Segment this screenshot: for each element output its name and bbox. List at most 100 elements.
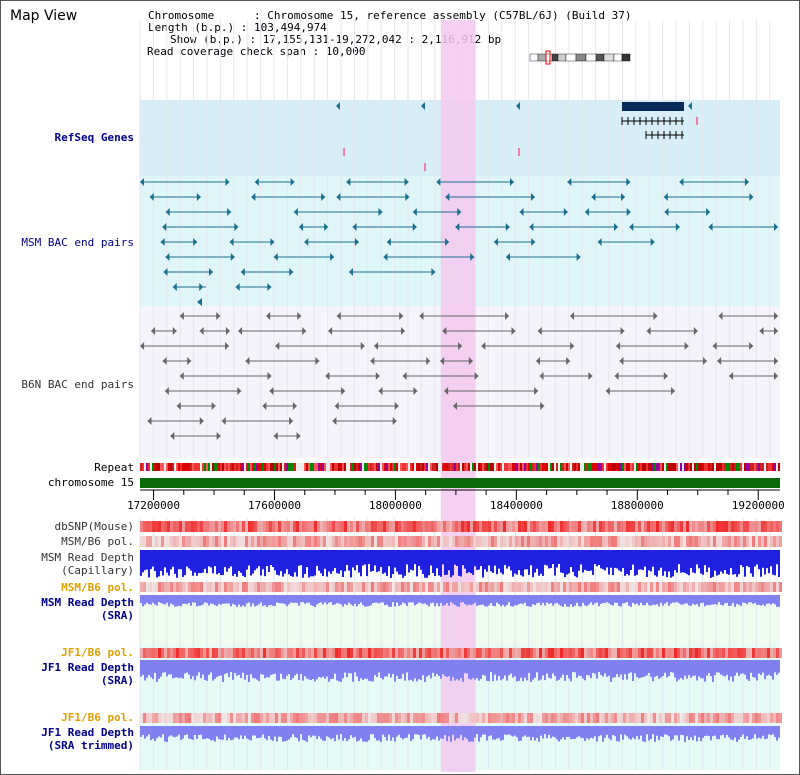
read-depth-bar bbox=[672, 726, 674, 740]
repeat-element bbox=[730, 463, 732, 471]
read-depth-bar bbox=[560, 550, 562, 573]
polymorphism-cell bbox=[158, 521, 161, 532]
track-label-jf1-pol-2[interactable]: JF1/B6 pol. bbox=[61, 711, 134, 724]
polymorphism-cell bbox=[344, 536, 347, 547]
track-label-msm-depth-sra[interactable]: MSM Read Depth bbox=[41, 596, 134, 609]
polymorphism-cell bbox=[320, 536, 323, 547]
read-depth-bar bbox=[190, 550, 192, 571]
repeat-element bbox=[314, 463, 316, 471]
bac-end-marker bbox=[270, 238, 275, 246]
read-depth-bar bbox=[592, 726, 594, 739]
read-depth-bar bbox=[278, 550, 280, 576]
repeat-element bbox=[164, 463, 166, 471]
polymorphism-cell bbox=[677, 582, 680, 592]
polymorphism-cell bbox=[281, 648, 284, 658]
track-label-dbsnp[interactable]: dbSNP(Mouse) bbox=[54, 520, 134, 533]
read-depth-bar bbox=[750, 660, 752, 673]
read-depth-bar bbox=[378, 595, 380, 604]
polymorphism-cell bbox=[407, 713, 410, 723]
read-depth-bar bbox=[536, 726, 538, 738]
read-depth-bar bbox=[606, 726, 608, 735]
track-label-b6n-bac[interactable]: B6N BAC end pairs bbox=[21, 378, 134, 391]
read-depth-bar bbox=[726, 660, 728, 675]
polymorphism-cell bbox=[404, 648, 407, 658]
read-depth-bar bbox=[630, 550, 632, 571]
polymorphism-cell bbox=[461, 648, 464, 658]
read-depth-bar bbox=[688, 595, 690, 606]
read-depth-bar bbox=[302, 660, 304, 681]
track-label-msm-pol-2[interactable]: MSM/B6 pol. bbox=[61, 581, 134, 594]
read-depth-bar bbox=[260, 595, 262, 603]
track-label-jf1-pol-1[interactable]: JF1/B6 pol. bbox=[61, 646, 134, 659]
polymorphism-cell bbox=[689, 521, 692, 532]
read-depth-bar bbox=[418, 660, 420, 680]
read-depth-bar bbox=[684, 660, 686, 676]
polymorphism-cell bbox=[404, 521, 407, 532]
repeat-element bbox=[740, 463, 742, 471]
read-depth-bar bbox=[164, 660, 166, 673]
polymorphism-cell bbox=[293, 713, 296, 723]
polymorphism-cell bbox=[161, 648, 164, 658]
read-depth-bar bbox=[648, 595, 650, 606]
read-depth-bar bbox=[422, 726, 424, 735]
read-depth-bar bbox=[634, 726, 636, 740]
repeat-element bbox=[726, 463, 728, 471]
read-depth-bar bbox=[388, 550, 390, 567]
bac-end-marker bbox=[774, 327, 778, 335]
repeat-element bbox=[382, 463, 384, 471]
read-depth-bar bbox=[356, 550, 358, 566]
bac-end-marker bbox=[702, 357, 707, 365]
read-depth-bar bbox=[380, 595, 382, 603]
repeat-element bbox=[652, 463, 654, 471]
track-label-msm-depth-cap[interactable]: MSM Read Depth bbox=[41, 551, 134, 564]
track-label-jf1-depth[interactable]: JF1 Read Depth bbox=[41, 661, 134, 674]
read-depth-bar bbox=[192, 595, 194, 603]
read-depth-bar bbox=[492, 726, 494, 740]
read-depth-bar bbox=[410, 660, 412, 680]
polymorphism-cell bbox=[236, 521, 239, 532]
track-label-jf1-depth-trimmed[interactable]: JF1 Read Depth bbox=[41, 726, 134, 739]
repeat-element bbox=[208, 463, 210, 471]
polymorphism-cell bbox=[407, 536, 410, 547]
repeat-element bbox=[644, 463, 646, 471]
polymorphism-cell bbox=[653, 582, 656, 592]
polymorphism-cell bbox=[662, 648, 665, 658]
track-label-msm-bac[interactable]: MSM BAC end pairs bbox=[21, 236, 134, 249]
read-depth-bar bbox=[564, 550, 566, 578]
read-depth-bar bbox=[342, 660, 344, 679]
polymorphism-cell bbox=[389, 521, 392, 532]
polymorphism-cell bbox=[512, 536, 515, 547]
polymorphism-cell bbox=[497, 521, 500, 532]
read-depth-bar bbox=[192, 660, 194, 677]
read-depth-bar bbox=[422, 595, 424, 604]
polymorphism-cell bbox=[377, 713, 380, 723]
polymorphism-cell bbox=[314, 521, 317, 532]
polymorphism-cell bbox=[695, 582, 698, 592]
read-depth-bar bbox=[174, 595, 176, 607]
track-label-chromosome[interactable]: chromosome 15 bbox=[47, 476, 134, 489]
repeat-element bbox=[414, 463, 416, 471]
bac-end-marker bbox=[511, 327, 516, 335]
repeat-element bbox=[682, 463, 684, 471]
polymorphism-cell bbox=[515, 582, 518, 592]
track-label-repeat[interactable]: Repeat bbox=[94, 461, 134, 474]
read-depth-bar bbox=[440, 550, 442, 577]
read-depth-bar bbox=[504, 726, 506, 735]
ideogram-band bbox=[603, 53, 615, 62]
polymorphism-cell bbox=[176, 521, 179, 532]
polymorphism-cell bbox=[662, 713, 665, 723]
bac-end-marker bbox=[588, 372, 593, 380]
bac-end-marker bbox=[164, 387, 169, 395]
read-depth-bar bbox=[272, 660, 274, 675]
track-label-msm-pol-1[interactable]: MSM/B6 pol. bbox=[61, 535, 134, 548]
polymorphism-cell bbox=[599, 648, 602, 658]
bac-end-marker bbox=[679, 178, 684, 186]
polymorphism-cell bbox=[461, 536, 464, 547]
polymorphism-cell bbox=[701, 536, 704, 547]
read-depth-bar bbox=[542, 595, 544, 603]
track-label-refseq[interactable]: RefSeq Genes bbox=[54, 131, 134, 144]
read-depth-bar bbox=[624, 595, 626, 604]
polymorphism-cell bbox=[218, 713, 221, 723]
repeat-element bbox=[226, 463, 228, 471]
